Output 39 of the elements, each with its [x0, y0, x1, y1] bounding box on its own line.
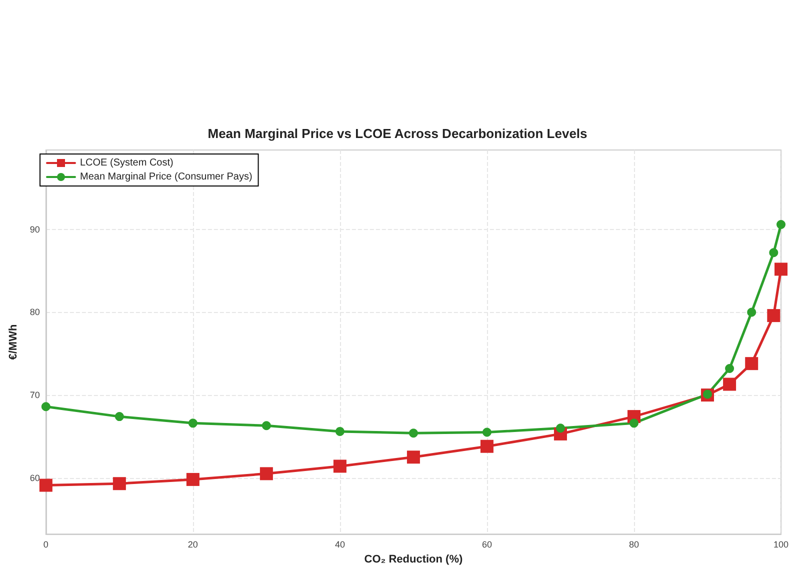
y-axis-title: €/MWh	[8, 324, 20, 360]
point	[114, 412, 124, 422]
x-axis-title: CO₂ Reduction (%)	[364, 554, 463, 566]
point	[408, 428, 418, 438]
y-tick-label: 70	[30, 390, 40, 400]
y-tick-label: 90	[30, 224, 40, 234]
x-tick-label: 40	[334, 540, 345, 550]
point	[747, 308, 756, 317]
y-tick-label: 80	[30, 307, 40, 318]
point	[776, 220, 786, 229]
y-tick-label: 60	[30, 472, 40, 483]
point	[725, 364, 734, 374]
point	[186, 472, 200, 486]
point	[260, 467, 273, 480]
point	[769, 248, 778, 258]
point	[262, 421, 271, 430]
point	[41, 402, 50, 412]
point	[335, 426, 344, 436]
point	[482, 428, 492, 437]
point	[774, 262, 788, 276]
x-tick-label: 60	[482, 540, 492, 550]
legend-label: LCOE (System Cost)	[80, 158, 174, 168]
point	[723, 378, 736, 391]
x-tick-label: 20	[188, 540, 198, 550]
point	[767, 309, 780, 322]
x-tick-label: 80	[628, 540, 639, 550]
point	[480, 440, 494, 453]
point	[39, 478, 52, 492]
point	[188, 418, 198, 428]
point	[556, 424, 565, 433]
x-tick-label: 0	[43, 540, 48, 550]
point	[112, 477, 126, 490]
point	[629, 418, 638, 428]
legend-label: Mean Marginal Price (Consumer Pays)	[80, 172, 252, 182]
point	[406, 450, 420, 464]
point	[745, 357, 758, 370]
point	[333, 460, 346, 473]
chart-title: Mean Marginal Price vs LCOE Across Decarbonization Levels	[208, 126, 588, 141]
x-tick-label: 100	[773, 540, 789, 550]
